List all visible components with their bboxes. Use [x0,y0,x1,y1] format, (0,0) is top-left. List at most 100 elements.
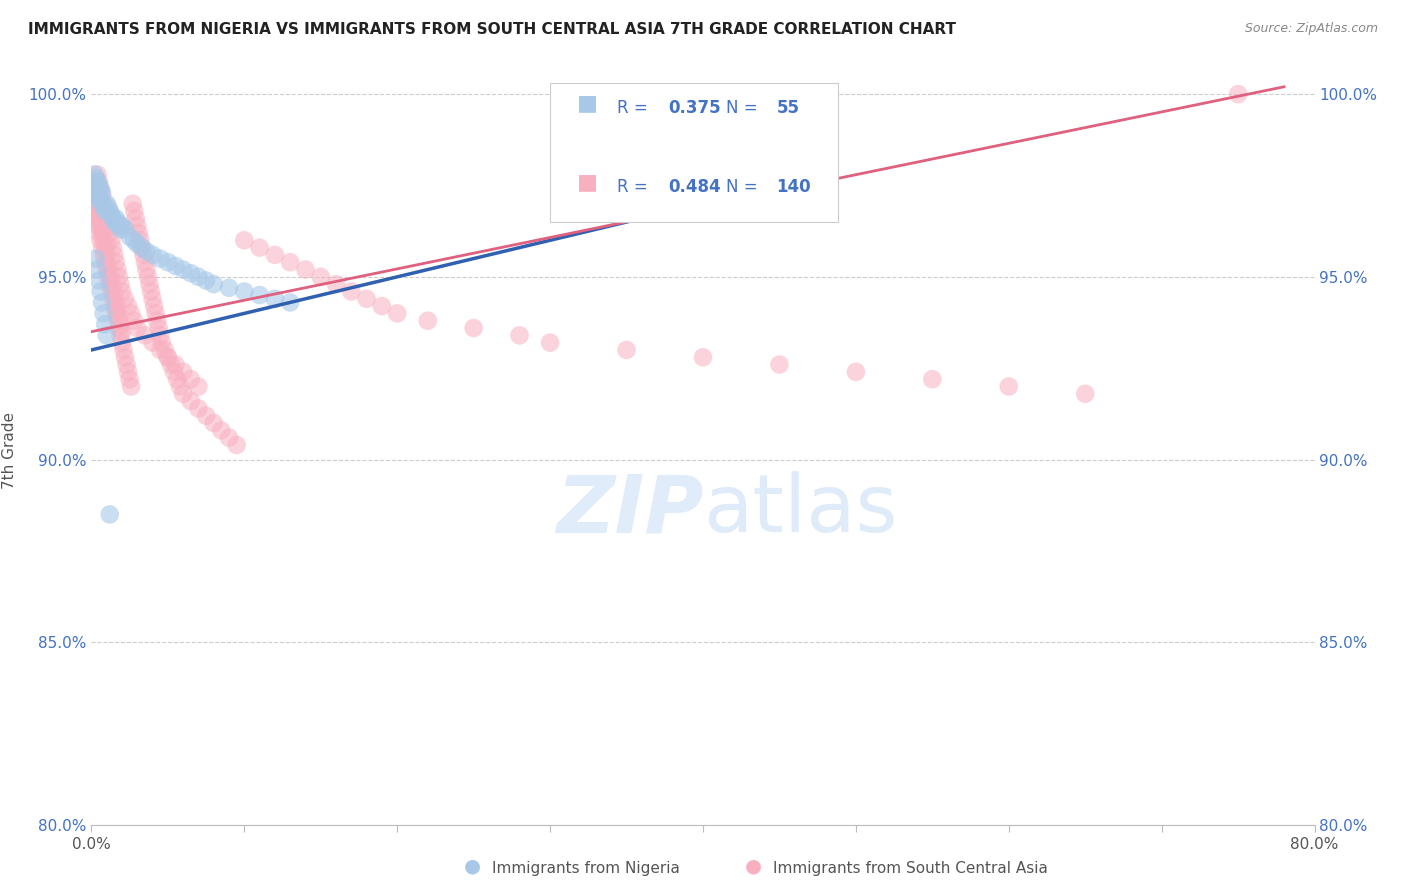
Point [149,328,172,343]
Text: atlas: atlas [703,471,897,549]
Point [156,351,179,365]
Y-axis label: 7th Grade: 7th Grade [3,412,17,489]
Point [356,292,378,306]
Point [98,204,121,219]
Point [90,233,112,247]
Point [139,285,162,299]
Point [616,343,638,357]
Point [136,269,159,284]
Point [91,215,114,229]
Point [114,292,136,306]
Point [101,281,124,295]
Point [90,193,112,207]
Point [96,328,118,343]
Point [93,306,115,320]
Point [135,262,157,277]
Point [127,321,149,335]
Point [114,351,136,365]
Point [86,168,108,182]
Point [87,201,110,215]
Point [96,262,118,277]
Point [195,409,218,423]
Point [87,226,110,240]
Point [87,189,110,203]
Point [120,306,142,320]
Point [112,343,135,357]
Text: 55: 55 [776,99,800,117]
Point [111,335,134,350]
Point [104,306,127,320]
Text: ■: ■ [576,172,598,192]
Point [94,204,117,219]
Point [998,379,1021,393]
Point [104,295,127,310]
Point [90,182,112,196]
Point [103,299,125,313]
Point [135,244,157,259]
Point [110,328,132,343]
Point [134,328,156,343]
Point [115,358,138,372]
Point [93,248,115,262]
Point [187,379,209,393]
Point [538,335,561,350]
Point [110,277,132,292]
Point [100,208,122,222]
Point [1074,386,1097,401]
Point [143,299,166,313]
Point [509,328,531,343]
Point [172,365,194,379]
Point [91,196,114,211]
Point [84,196,107,211]
Point [87,211,110,226]
Point [122,314,145,328]
Point [87,175,110,189]
Text: N =: N = [727,99,763,117]
Point [97,219,120,233]
Point [100,285,122,299]
Point [93,233,115,247]
Point [94,241,117,255]
Point [91,241,114,255]
Point [768,358,790,372]
Point [131,241,153,255]
Point [122,233,145,247]
Point [83,168,105,182]
Point [180,266,202,280]
Point [463,321,485,335]
Point [86,262,108,277]
Point [84,171,107,186]
Point [209,423,232,437]
Point [692,351,714,365]
Point [82,193,104,207]
Point [111,219,134,233]
Point [82,204,104,219]
Point [141,292,163,306]
Point [90,182,112,196]
Point [121,196,143,211]
Point [264,248,287,262]
Point [110,222,132,236]
Point [103,215,125,229]
Point [249,288,271,302]
Point [165,259,187,273]
Point [94,255,117,269]
Point [127,219,149,233]
Point [86,186,108,200]
Point [141,335,163,350]
Point [148,321,170,335]
Point [83,178,105,193]
Point [117,299,139,313]
Point [180,394,202,409]
Point [921,372,943,386]
Point [233,285,256,299]
Point [98,277,121,292]
Point [416,314,439,328]
Point [149,343,172,357]
Point [163,365,186,379]
Point [83,201,105,215]
Point [278,295,301,310]
Point [91,226,114,240]
Text: 0.484: 0.484 [669,178,721,195]
Point [93,196,115,211]
